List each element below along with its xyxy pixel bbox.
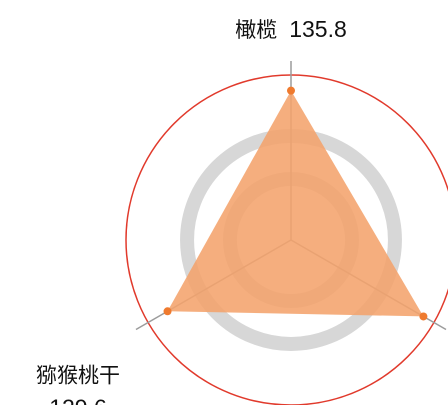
axis-value: 135.8 [289,16,347,42]
radar-series-area [167,90,424,317]
radar-point [419,312,428,321]
radar-point [287,86,295,95]
radar-axis-label: 橄榄 135.8 [235,16,347,42]
radar-data-area [163,86,428,321]
radar-labels: 橄榄 135.8 猕猴桃干 129.6 [36,16,347,405]
axis-name: 橄榄 [235,18,277,42]
radar-point [163,307,172,316]
radar-axis-value: 129.6 [49,395,107,405]
radar-axis-label: 猕猴桃干 [36,364,120,388]
